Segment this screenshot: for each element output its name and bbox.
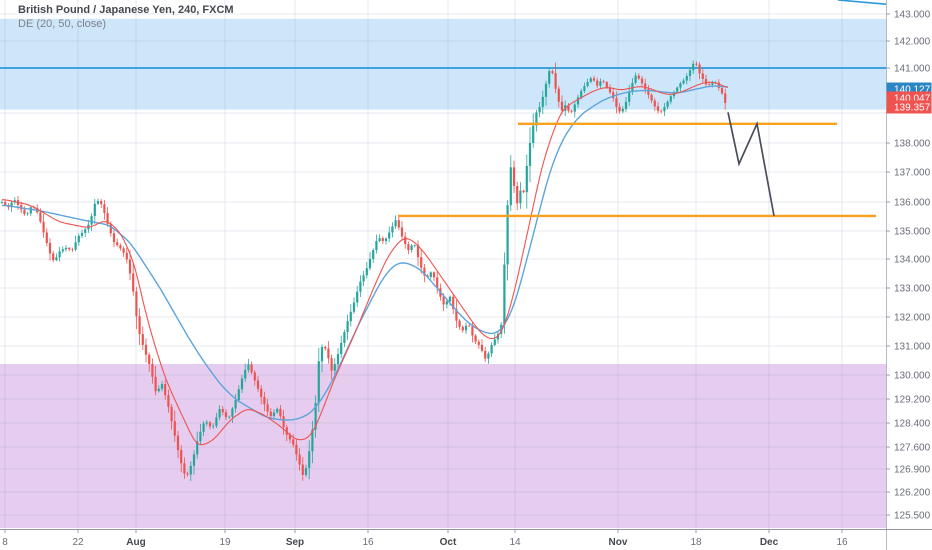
svg-text:126.200: 126.200 bbox=[894, 488, 931, 499]
svg-text:142.000: 142.000 bbox=[894, 37, 931, 48]
svg-text:Sep: Sep bbox=[286, 537, 304, 548]
svg-text:128.400: 128.400 bbox=[894, 419, 931, 430]
svg-text:135.000: 135.000 bbox=[894, 227, 931, 238]
svg-text:19: 19 bbox=[219, 537, 231, 548]
demand-zone-pink[interactable] bbox=[0, 363, 886, 528]
svg-text:22: 22 bbox=[72, 537, 84, 548]
candlesticks[interactable] bbox=[0, 60, 727, 482]
svg-text:143.000: 143.000 bbox=[894, 10, 931, 21]
svg-text:18: 18 bbox=[690, 537, 702, 548]
ma-slow-line[interactable] bbox=[1, 85, 729, 421]
svg-text:136.000: 136.000 bbox=[894, 198, 931, 209]
svg-text:Dec: Dec bbox=[760, 537, 779, 548]
svg-text:127.600: 127.600 bbox=[894, 443, 931, 454]
svg-text:140.127: 140.127 bbox=[894, 85, 931, 96]
svg-text:133.000: 133.000 bbox=[894, 284, 931, 295]
price-axis[interactable]: 143.000 142.000 141.000 138.000 137.000 136.0… bbox=[886, 10, 932, 522]
svg-text:Oct: Oct bbox=[440, 537, 457, 548]
svg-text:129.200: 129.200 bbox=[894, 395, 931, 406]
svg-text:130.000: 130.000 bbox=[894, 371, 931, 382]
svg-text:126.900: 126.900 bbox=[894, 465, 931, 476]
svg-text:14: 14 bbox=[509, 537, 521, 548]
gridlines bbox=[0, 0, 886, 529]
svg-text:16: 16 bbox=[362, 537, 374, 548]
svg-text:137.000: 137.000 bbox=[894, 168, 931, 179]
svg-text:Nov: Nov bbox=[609, 537, 628, 548]
svg-text:141.000: 141.000 bbox=[894, 64, 931, 75]
svg-text:138.000: 138.000 bbox=[894, 139, 931, 150]
svg-text:134.000: 134.000 bbox=[894, 255, 931, 266]
symbol-title[interactable]: British Pound / Japanese Yen, 240, FXCM bbox=[18, 4, 234, 16]
projection-zigzag[interactable] bbox=[727, 112, 775, 217]
time-axis-panel[interactable] bbox=[0, 529, 932, 550]
price-badge: 139.357 bbox=[886, 100, 932, 114]
svg-text:132.000: 132.000 bbox=[894, 313, 931, 324]
svg-text:140.047: 140.047 bbox=[894, 94, 931, 105]
svg-text:Aug: Aug bbox=[126, 537, 145, 548]
indicator-label[interactable]: DE (20, 50, close) bbox=[18, 18, 107, 30]
svg-text:131.000: 131.000 bbox=[894, 342, 931, 353]
chart-legend: British Pound / Japanese Yen, 240, FXCM … bbox=[18, 4, 234, 31]
svg-text:139.357: 139.357 bbox=[894, 103, 931, 114]
ma-fast-line[interactable] bbox=[1, 81, 729, 446]
trendline[interactable] bbox=[837, 0, 887, 5]
svg-text:16: 16 bbox=[836, 537, 848, 548]
svg-text:8: 8 bbox=[2, 537, 8, 548]
time-axis[interactable]: 8 22 Aug 19 Sep 16 Oct 14 Nov 18 Dec 16 bbox=[2, 529, 848, 548]
svg-text:125.500: 125.500 bbox=[894, 511, 931, 522]
supply-zone-blue[interactable] bbox=[0, 18, 886, 110]
